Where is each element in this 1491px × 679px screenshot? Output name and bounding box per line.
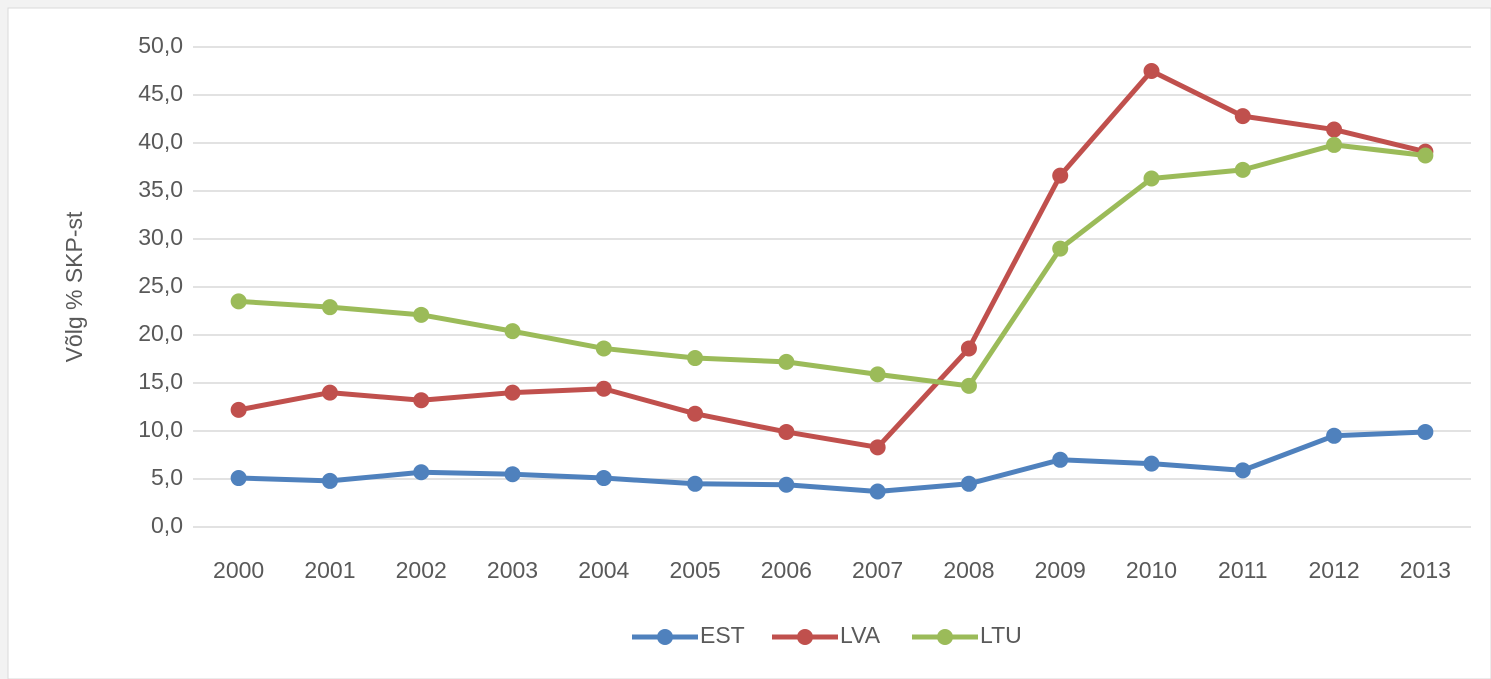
x-tick-label: 2002 — [396, 557, 447, 583]
data-point — [869, 366, 886, 383]
data-point — [504, 323, 521, 340]
x-tick-label: 2013 — [1400, 557, 1451, 583]
data-point — [1234, 108, 1251, 125]
y-tick-label: 20,0 — [138, 320, 183, 346]
x-tick-label: 2006 — [761, 557, 812, 583]
data-point — [1143, 170, 1160, 187]
y-tick-label: 40,0 — [138, 128, 183, 154]
x-tick-label: 2010 — [1126, 557, 1177, 583]
x-tick-label: 2007 — [852, 557, 903, 583]
data-point — [1052, 451, 1069, 468]
data-point — [1234, 462, 1251, 479]
data-point — [1326, 427, 1343, 444]
data-point — [595, 470, 612, 487]
data-point — [1052, 240, 1069, 257]
data-point — [413, 392, 430, 409]
data-point — [778, 423, 795, 440]
data-point — [1417, 423, 1434, 440]
data-point — [1143, 63, 1160, 79]
data-point — [869, 439, 886, 456]
y-tick-label: 5,0 — [151, 464, 183, 490]
data-point — [230, 293, 247, 310]
series-line — [238, 429, 1426, 494]
data-point — [1234, 161, 1251, 178]
y-tick-label: 10,0 — [138, 416, 183, 442]
x-tick-label: 2000 — [213, 557, 264, 583]
y-tick-label: 50,0 — [138, 32, 183, 58]
data-point — [778, 353, 795, 370]
y-tick-label: 35,0 — [138, 176, 183, 202]
y-tick-label: 30,0 — [138, 224, 183, 250]
legend-marker — [937, 629, 953, 645]
data-point — [1326, 121, 1343, 138]
y-axis-label: Võlg % SKP-st — [61, 211, 87, 362]
x-tick-label: 2009 — [1035, 557, 1086, 583]
y-tick-label: 45,0 — [138, 80, 183, 106]
data-point — [504, 466, 521, 483]
data-point — [504, 384, 521, 401]
legend-marker — [797, 629, 813, 645]
data-point — [413, 464, 430, 481]
y-tick-label: 0,0 — [151, 512, 183, 538]
legend-label: LVA — [840, 622, 881, 648]
x-tick-label: 2004 — [578, 557, 629, 583]
data-point — [230, 470, 247, 487]
x-tick-label: 2012 — [1308, 557, 1359, 583]
x-tick-label: 2008 — [943, 557, 994, 583]
series-line — [238, 68, 1426, 450]
data-point — [595, 380, 612, 397]
data-point — [960, 475, 977, 492]
data-point — [321, 299, 338, 316]
x-tick-label: 2003 — [487, 557, 538, 583]
data-point — [687, 475, 704, 492]
data-point — [595, 340, 612, 357]
data-point — [413, 306, 430, 323]
data-point — [1326, 136, 1343, 153]
legend-label: LTU — [980, 622, 1022, 648]
data-point — [960, 340, 977, 357]
data-point — [1417, 147, 1434, 164]
y-tick-label: 25,0 — [138, 272, 183, 298]
data-point — [1143, 455, 1160, 472]
data-point — [687, 405, 704, 422]
data-point — [1052, 167, 1069, 184]
y-tick-label: 15,0 — [138, 368, 183, 394]
data-point — [321, 472, 338, 489]
data-point — [869, 483, 886, 500]
x-tick-label: 2005 — [669, 557, 720, 583]
x-tick-label: 2001 — [304, 557, 355, 583]
data-point — [960, 377, 977, 394]
series-line — [238, 142, 1426, 389]
legend-marker — [657, 629, 673, 645]
data-point — [778, 476, 795, 493]
x-tick-label: 2011 — [1218, 557, 1267, 583]
data-point — [230, 401, 247, 418]
data-point — [321, 384, 338, 401]
legend-label: EST — [700, 622, 745, 648]
data-point — [687, 350, 704, 367]
